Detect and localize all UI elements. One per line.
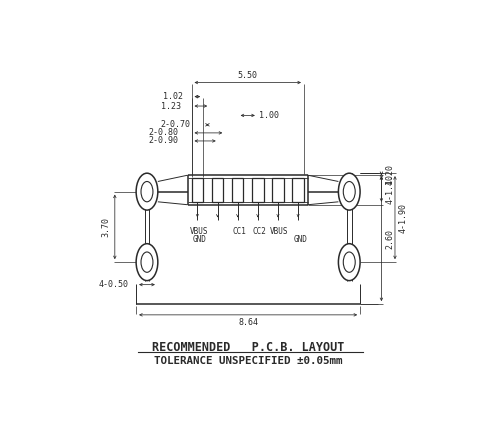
Text: CC1: CC1 bbox=[232, 227, 246, 236]
Ellipse shape bbox=[136, 173, 158, 210]
Text: 3.70: 3.70 bbox=[102, 217, 111, 237]
Bar bbox=[292, 178, 304, 202]
Ellipse shape bbox=[344, 252, 355, 272]
Bar bbox=[192, 178, 203, 202]
Text: 2-0.90: 2-0.90 bbox=[148, 136, 178, 146]
Bar bbox=[212, 178, 224, 202]
Text: 1.02: 1.02 bbox=[163, 92, 183, 101]
Text: GND: GND bbox=[192, 235, 206, 244]
Text: RECOMMENDED   P.C.B. LAYOUT: RECOMMENDED P.C.B. LAYOUT bbox=[152, 341, 344, 354]
Text: CC2: CC2 bbox=[252, 227, 266, 236]
Text: 4-1.40: 4-1.40 bbox=[386, 174, 394, 204]
Text: 4-0.50: 4-0.50 bbox=[98, 280, 128, 289]
Text: 1.23: 1.23 bbox=[162, 102, 182, 111]
Bar bbox=[272, 178, 284, 202]
Text: 2.60: 2.60 bbox=[386, 228, 394, 249]
Ellipse shape bbox=[338, 173, 360, 210]
Text: 4-1.90: 4-1.90 bbox=[399, 203, 408, 233]
Ellipse shape bbox=[141, 252, 153, 272]
Text: 2-0.70: 2-0.70 bbox=[160, 120, 190, 129]
Text: VBUS: VBUS bbox=[190, 227, 208, 236]
Ellipse shape bbox=[338, 244, 360, 281]
Text: 2-0.80: 2-0.80 bbox=[148, 128, 178, 137]
Text: VBUS: VBUS bbox=[270, 227, 289, 236]
Ellipse shape bbox=[141, 181, 153, 202]
Text: TOLERANCE UNSPECIFIED ±0.05mm: TOLERANCE UNSPECIFIED ±0.05mm bbox=[154, 355, 343, 365]
Ellipse shape bbox=[344, 181, 355, 202]
Text: 8.64: 8.64 bbox=[238, 318, 258, 327]
Bar bbox=[232, 178, 243, 202]
Ellipse shape bbox=[136, 244, 158, 281]
Text: 1.00: 1.00 bbox=[259, 111, 279, 120]
Text: 5.50: 5.50 bbox=[238, 72, 258, 80]
Bar bbox=[252, 178, 264, 202]
Text: 1.20: 1.20 bbox=[386, 164, 394, 184]
Text: GND: GND bbox=[294, 235, 308, 244]
